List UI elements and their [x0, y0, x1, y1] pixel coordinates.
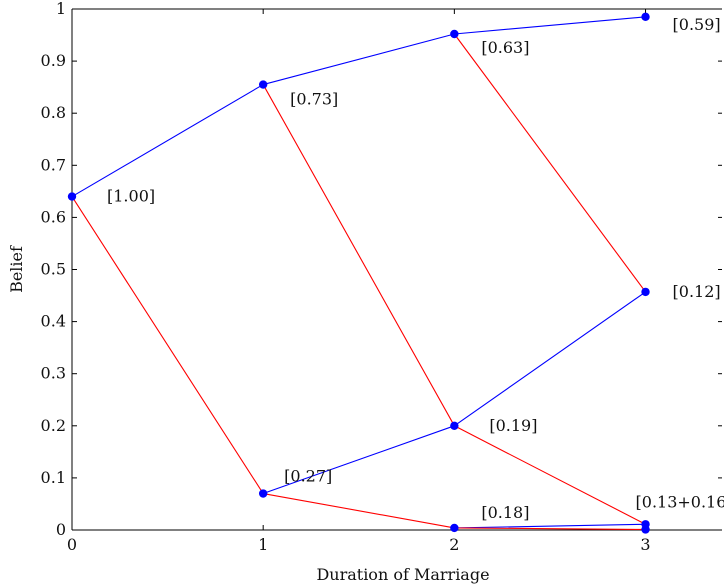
node-n1h [258, 80, 268, 89]
y-tick-label: 0.9 [41, 51, 66, 70]
y-tick-label: 0.1 [41, 468, 66, 487]
y-tick-label: 1 [56, 0, 66, 18]
data-label-n3b: [0.12] [673, 282, 721, 301]
y-tick-label: 0.4 [41, 312, 66, 331]
nodes-layer [67, 12, 650, 534]
axes-layer: 0 1 2 3 0 0.1 0.2 0.3 0.4 0.5 0.6 0.7 0.8 0.9 1 [41, 0, 722, 554]
node-n3b [641, 287, 650, 297]
node-n1l [258, 489, 268, 498]
node-n3d [641, 525, 650, 534]
y-axis-title: Belief [7, 245, 26, 293]
red-path-5 [453, 33, 646, 293]
y-tick-label: 0.7 [41, 155, 66, 174]
data-label-n0: [1.00] [107, 187, 155, 206]
y-tick-label: 0.2 [41, 416, 66, 435]
y-tick-label: 0 [56, 520, 66, 539]
data-label-n1h: [0.73] [290, 90, 338, 109]
data-labels-layer: [1.00] [0.73] [0.27] [0.63] [0.19] [0.18] [0.5… [107, 15, 724, 522]
blue-path-1 [262, 291, 646, 495]
y-tick-label: 0.8 [41, 103, 66, 122]
blue-path-0 [71, 16, 646, 198]
x-tick-label: 2 [449, 535, 459, 554]
data-label-n3a: [0.59] [673, 15, 721, 34]
node-n2c [450, 523, 459, 533]
series-layer [71, 16, 646, 531]
data-label-n2b: [0.19] [489, 416, 537, 435]
red-path-4 [262, 84, 646, 525]
data-label-n2a: [0.63] [481, 38, 529, 57]
y-tick-label: 0.3 [41, 364, 66, 383]
y-tick-label: 0.5 [41, 260, 66, 279]
data-label-n2c: [0.18] [481, 503, 529, 522]
data-label-n1l: [0.27] [284, 467, 332, 486]
node-n2a [450, 29, 459, 39]
data-label-n3c: [0.13+0.16] [636, 492, 724, 511]
x-tick-label: 0 [67, 535, 77, 554]
x-tick-label: 1 [258, 535, 268, 554]
node-n2b [450, 421, 459, 430]
node-n3a [641, 12, 650, 22]
blue-path-2 [454, 523, 646, 529]
x-axis-title: Duration of Marriage [316, 565, 489, 584]
y-tick-label: 0.6 [41, 207, 66, 226]
x-tick-label: 3 [640, 535, 650, 554]
red-path-3 [71, 196, 646, 531]
node-n0 [67, 192, 77, 201]
